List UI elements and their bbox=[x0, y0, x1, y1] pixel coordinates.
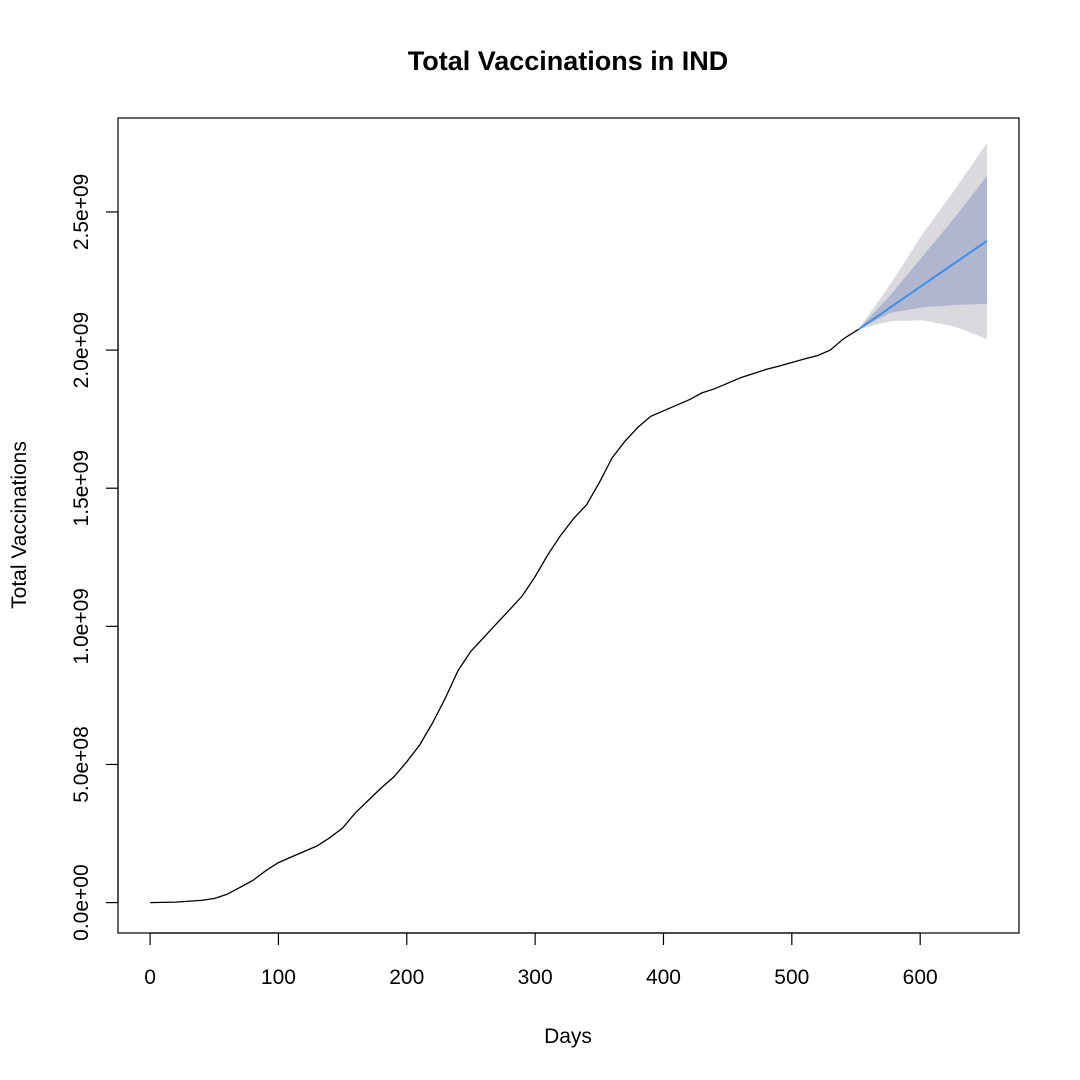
x-axis-label: Days bbox=[544, 1025, 592, 1048]
series-line-observed bbox=[150, 328, 859, 904]
y-tick-label: 5.0e+08 bbox=[70, 726, 93, 803]
x-tick-label: 200 bbox=[389, 966, 424, 989]
chart-title: Total Vaccinations in IND bbox=[408, 46, 729, 76]
y-axis: 0.0e+00 5.0e+08 1.0e+09 1.5e+09 2.0e+09 2.5e+… bbox=[70, 174, 119, 941]
y-axis-label: Total Vaccinations bbox=[8, 441, 31, 609]
forecast-bands bbox=[858, 142, 987, 339]
x-tick-label: 500 bbox=[774, 966, 809, 989]
y-tick-label: 2.0e+09 bbox=[70, 312, 93, 389]
y-tick-label: 2.5e+09 bbox=[70, 174, 93, 251]
x-tick-label: 0 bbox=[144, 966, 156, 989]
x-tick-label: 300 bbox=[518, 966, 553, 989]
forecast-band-80 bbox=[858, 176, 987, 330]
x-tick-label: 600 bbox=[903, 966, 938, 989]
x-tick-label: 100 bbox=[261, 966, 296, 989]
series-line-forecast bbox=[858, 240, 988, 331]
series-lines bbox=[150, 240, 988, 904]
y-tick-label: 1.0e+09 bbox=[70, 588, 93, 665]
y-tick-label: 1.5e+09 bbox=[70, 450, 93, 527]
x-axis: 0 100 200 300 400 500 600 bbox=[144, 932, 938, 989]
y-tick-label: 0.0e+00 bbox=[70, 864, 93, 941]
x-tick-label: 400 bbox=[646, 966, 681, 989]
